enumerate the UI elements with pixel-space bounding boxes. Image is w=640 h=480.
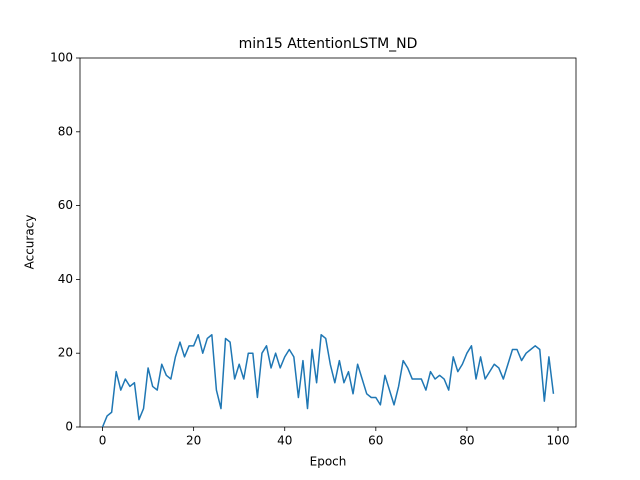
- y-tick-label: 80: [58, 124, 73, 138]
- y-tick-label: 0: [65, 420, 73, 434]
- y-tick-label: 100: [50, 51, 73, 65]
- x-tick-label: 60: [368, 434, 383, 448]
- y-tick-label: 40: [58, 272, 73, 286]
- line-series: [101, 334, 555, 428]
- x-tick-label: 20: [186, 434, 201, 448]
- y-axis-label: Accuracy: [23, 215, 37, 270]
- plot-frame: [79, 57, 577, 428]
- y-tick-label: 20: [58, 346, 73, 360]
- x-tick-label: 100: [547, 434, 570, 448]
- chart-title: min15 AttentionLSTM_ND: [239, 36, 418, 52]
- y-tick-label: 60: [58, 198, 73, 212]
- x-axis-label: Epoch: [310, 455, 347, 469]
- x-tick-label: 80: [459, 434, 474, 448]
- x-tick-label: 0: [99, 434, 107, 448]
- x-tick-label: 40: [277, 434, 292, 448]
